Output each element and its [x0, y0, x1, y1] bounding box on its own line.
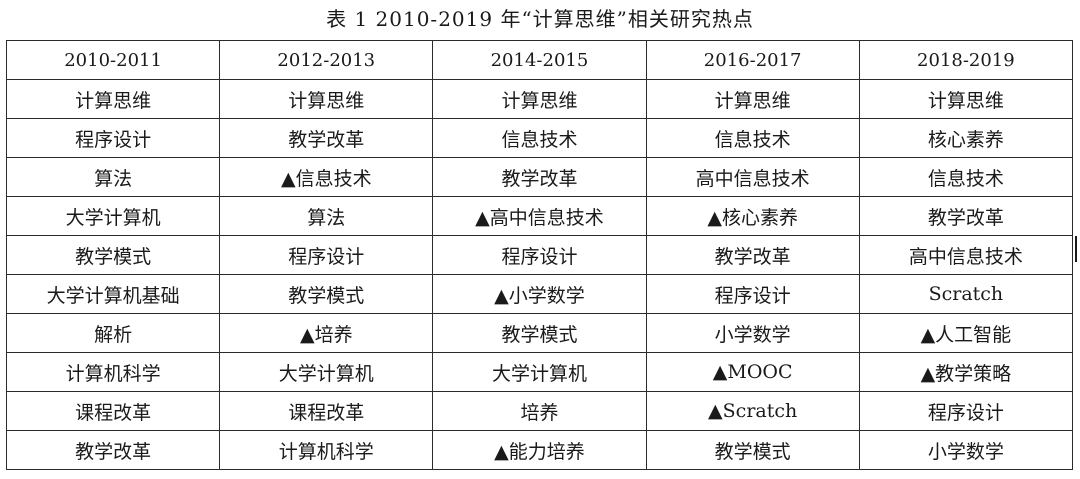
- table-cell: 培养: [432, 391, 647, 431]
- table-row: 计算思维 计算思维 计算思维 计算思维 计算思维: [5, 79, 1074, 119]
- table-row: 大学计算机基础 教学模式 ▲小学数学 程序设计 Scratch: [5, 274, 1074, 314]
- table-cell: 程序设计: [432, 235, 647, 275]
- table-row: 教学模式 程序设计 程序设计 教学改革 高中信息技术: [5, 235, 1074, 275]
- table-cell: 算法: [219, 196, 434, 236]
- table-cell: 程序设计: [645, 274, 860, 314]
- research-hotspots-table: 2010-2011 2012-2013 2014-2015 2016-2017 …: [5, 40, 1074, 470]
- table-cell: 计算思维: [645, 79, 860, 119]
- table-cell: ▲Scratch: [645, 391, 860, 431]
- table-cell: ▲小学数学: [432, 274, 647, 314]
- table-row: 算法 ▲信息技术 教学改革 高中信息技术 信息技术: [5, 157, 1074, 197]
- table-row: 教学改革 计算机科学 ▲能力培养 教学模式 小学数学: [5, 430, 1074, 470]
- table-cell: 高中信息技术: [645, 157, 860, 197]
- table-cell: 大学计算机: [5, 196, 221, 236]
- table-cell: 教学改革: [432, 157, 647, 197]
- table-cell: 程序设计: [219, 235, 434, 275]
- table-cell: 程序设计: [858, 391, 1074, 431]
- text-cursor: [1075, 236, 1077, 262]
- table-cell: 计算机科学: [219, 430, 434, 470]
- table-cell: 教学改革: [5, 430, 221, 470]
- table-cell: 教学改革: [645, 235, 860, 275]
- table-cell: 程序设计: [5, 118, 221, 158]
- table-cell: Scratch: [858, 274, 1074, 314]
- header-cell: 2010-2011: [5, 40, 221, 80]
- table-cell: 大学计算机: [432, 352, 647, 392]
- table-row: 课程改革 课程改革 培养 ▲Scratch 程序设计: [5, 391, 1074, 431]
- table-cell: 课程改革: [219, 391, 434, 431]
- table-header-row: 2010-2011 2012-2013 2014-2015 2016-2017 …: [5, 40, 1074, 80]
- table-cell: 大学计算机: [219, 352, 434, 392]
- header-cell: 2018-2019: [858, 40, 1074, 80]
- table-cell: ▲教学策略: [858, 352, 1074, 392]
- table-cell: ▲MOOC: [645, 352, 860, 392]
- table-cell: 信息技术: [858, 157, 1074, 197]
- table-cell: ▲人工智能: [858, 313, 1074, 353]
- table-cell: ▲培养: [219, 313, 434, 353]
- table-cell: 计算思维: [432, 79, 647, 119]
- table-cell: 高中信息技术: [858, 235, 1074, 275]
- table-cell: 小学数学: [858, 430, 1074, 470]
- table-cell: 信息技术: [645, 118, 860, 158]
- table-cell: 解析: [5, 313, 221, 353]
- table-caption: 表 1 2010-2019 年“计算思维”相关研究热点: [326, 7, 754, 31]
- table-cell: 教学模式: [645, 430, 860, 470]
- table-cell: 计算思维: [219, 79, 434, 119]
- table-cell: ▲高中信息技术: [432, 196, 647, 236]
- table-cell: 大学计算机基础: [5, 274, 221, 314]
- table-row: 程序设计 教学改革 信息技术 信息技术 核心素养: [5, 118, 1074, 158]
- table-cell: ▲核心素养: [645, 196, 860, 236]
- table-cell: 课程改革: [5, 391, 221, 431]
- table-cell: 算法: [5, 157, 221, 197]
- table-cell: ▲信息技术: [219, 157, 434, 197]
- table-cell: ▲能力培养: [432, 430, 647, 470]
- header-cell: 2016-2017: [645, 40, 860, 80]
- table-cell: 核心素养: [858, 118, 1074, 158]
- table-row: 计算机科学 大学计算机 大学计算机 ▲MOOC ▲教学策略: [5, 352, 1074, 392]
- table-cell: 信息技术: [432, 118, 647, 158]
- header-cell: 2012-2013: [219, 40, 434, 80]
- table-row: 大学计算机 算法 ▲高中信息技术 ▲核心素养 教学改革: [5, 196, 1074, 236]
- table-cell: 教学模式: [5, 235, 221, 275]
- table-cell: 教学改革: [219, 118, 434, 158]
- table-cell: 教学模式: [219, 274, 434, 314]
- table-cell: 计算思维: [5, 79, 221, 119]
- table-cell: 计算思维: [858, 79, 1074, 119]
- table-cell: 计算机科学: [5, 352, 221, 392]
- table-cell: 教学模式: [432, 313, 647, 353]
- header-cell: 2014-2015: [432, 40, 647, 80]
- table-cell: 小学数学: [645, 313, 860, 353]
- table-cell: 教学改革: [858, 196, 1074, 236]
- table-row: 解析 ▲培养 教学模式 小学数学 ▲人工智能: [5, 313, 1074, 353]
